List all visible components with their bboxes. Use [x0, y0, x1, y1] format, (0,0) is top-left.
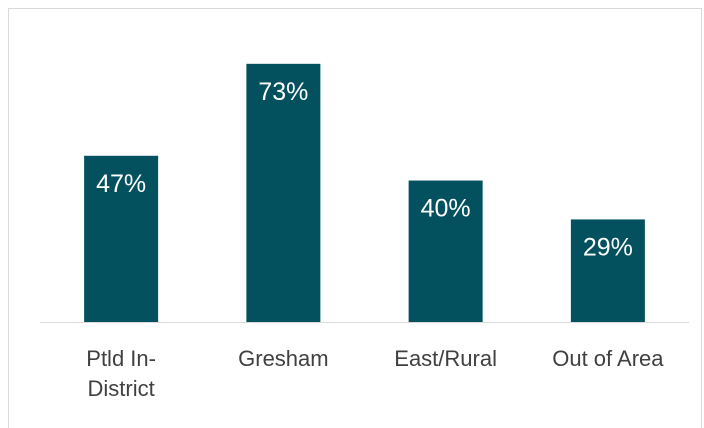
bar-2: [408, 180, 483, 322]
x-tick-label-0-line-0: Ptld In-: [86, 346, 156, 371]
x-tick-label-2: East/Rural: [394, 346, 497, 371]
x-tick-label-2-line-0: East/Rural: [394, 346, 497, 371]
x-tick-label-3-line-0: Out of Area: [552, 346, 664, 371]
x-tick-label-3: Out of Area: [552, 346, 664, 371]
bar-0: [84, 155, 159, 322]
data-label-3: 29%: [583, 233, 633, 261]
bar-3: [570, 219, 645, 322]
x-tick-label-0-line-1: District: [88, 376, 155, 401]
x-tick-label-1-line-0: Gresham: [238, 346, 328, 371]
bar-1: [246, 63, 321, 322]
bars-group: [84, 63, 645, 322]
data-label-1: 73%: [258, 78, 308, 106]
data-label-0: 47%: [96, 170, 146, 198]
x-tick-label-1: Gresham: [238, 346, 328, 371]
data-label-2: 40%: [421, 195, 471, 223]
chart-frame: [8, 8, 702, 428]
data-labels-group: 47% 73% 40% 29%: [96, 78, 633, 262]
x-tick-label-0: Ptld In- District: [86, 346, 156, 401]
x-tick-labels-group: Ptld In- District Gresham East/Rural Out of …: [86, 346, 664, 401]
